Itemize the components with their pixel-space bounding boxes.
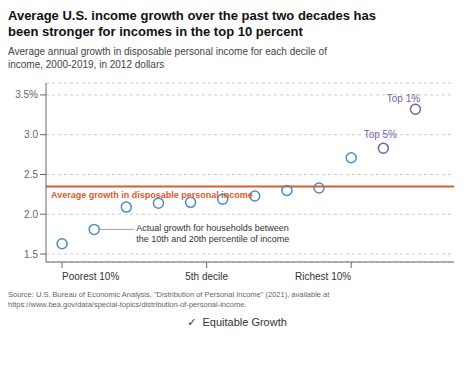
svg-text:Richest 10%: Richest 10%	[295, 271, 351, 282]
html-text:Source: U.S. Bureau of Economi: Source: U.S. Bureau of Economic Analysis…	[8, 290, 330, 309]
svg-text:1.5: 1.5	[24, 249, 38, 260]
svg-text:Average growth in disposable p: Average growth in disposable personal in…	[51, 190, 253, 200]
svg-text:2.5: 2.5	[24, 169, 38, 180]
html-text:Average annual growth in dispo: Average annual growth in disposable pers…	[8, 46, 327, 70]
svg-text:Poorest 10%: Poorest 10%	[62, 271, 119, 282]
svg-text:5th decile: 5th decile	[185, 271, 228, 282]
svg-text:Top 5%: Top 5%	[364, 129, 397, 140]
html-text:Average U.S. income growth ove: Average U.S. income growth over the past…	[8, 8, 376, 39]
svg-text:Actual growth for households b: Actual growth for households betweenthe …	[136, 224, 289, 245]
svg-text:Top 1%: Top 1%	[387, 93, 420, 104]
html-text:✓ Equitable Growth: ✓ Equitable Growth	[187, 316, 287, 328]
svg-text:3.5%: 3.5%	[15, 89, 38, 100]
svg-text:3.0: 3.0	[24, 129, 38, 140]
svg-text:2.0: 2.0	[24, 209, 38, 220]
